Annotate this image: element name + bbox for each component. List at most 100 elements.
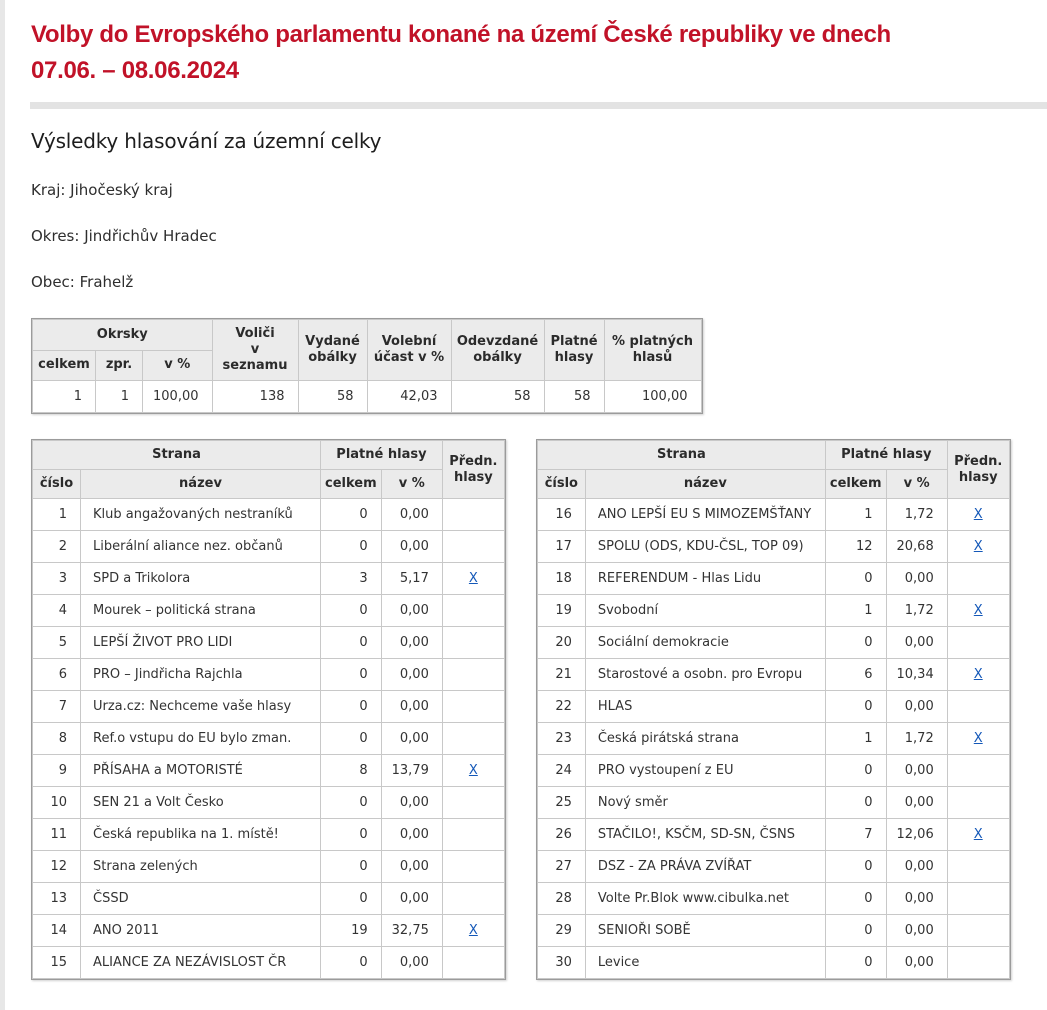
party-votes-cell: 0 xyxy=(320,818,382,851)
section-heading: Výsledky hlasování za územní celky xyxy=(31,129,382,153)
party-name-cell: REFERENDUM - Hlas Lidu xyxy=(584,562,826,595)
party-header-row-2: číslo název celkem v % xyxy=(32,469,505,499)
party-pct-cell: 0,00 xyxy=(885,914,948,947)
municipality-line: Obec: Frahelž xyxy=(31,273,134,291)
party-number-cell: 26 xyxy=(536,818,586,851)
party-pref-cell: X xyxy=(946,658,1010,691)
party-pct-cell: 12,06 xyxy=(885,818,948,851)
region-line: Kraj: Jihočeský kraj xyxy=(31,181,173,199)
party-pct-cell: 0,00 xyxy=(885,690,948,723)
party-header-row-2: číslo název celkem v % xyxy=(536,469,1009,499)
party-votes-cell: 0 xyxy=(824,786,887,819)
party-pct-cell: 1,72 xyxy=(885,722,948,755)
party-row: 27 DSZ - ZA PRÁVA ZVÍŘAT 0 0,00 xyxy=(536,850,1010,883)
party-row: 16 ANO LEPŠÍ EU S MIMOZEMŠŤANY 1 1,72 X xyxy=(536,498,1010,531)
summary-data-row: 1 1 100,00 138 58 42,03 58 58 100,00 xyxy=(32,380,702,413)
party-row: 18 REFERENDUM - Hlas Lidu 0 0,00 xyxy=(536,562,1010,595)
party-votes-cell: 0 xyxy=(824,914,887,947)
party-number-cell: 21 xyxy=(536,658,586,691)
party-votes-cell: 0 xyxy=(320,690,382,723)
party-votes-cell: 7 xyxy=(824,818,887,851)
preferential-votes-link[interactable]: X xyxy=(973,539,983,554)
summary-header-row-1: Okrsky Voliči v seznamu Vydané obálky Vo… xyxy=(32,319,702,381)
party-votes-cell: 0 xyxy=(824,754,887,787)
summary-col-vydane-obalky: Vydané obálky xyxy=(297,319,368,381)
party-pref-cell: X xyxy=(441,754,505,787)
party-number-cell: 25 xyxy=(536,786,586,819)
volici-value: 138 xyxy=(211,380,299,413)
party-name-cell: PŘÍSAHA a MOTORISTÉ xyxy=(80,754,321,787)
preferential-votes-link[interactable]: X xyxy=(468,763,478,778)
party-votes-cell: 19 xyxy=(320,914,382,947)
party-number-cell: 14 xyxy=(32,914,81,947)
party-name-cell: ČSSD xyxy=(80,882,321,915)
party-row: 2 Liberální aliance nez. občanů 0 0,00 xyxy=(32,530,505,563)
party-col-celkem: celkem xyxy=(824,469,887,499)
preferential-votes-link[interactable]: X xyxy=(973,603,983,618)
party-votes-cell: 0 xyxy=(824,626,887,659)
party-pct-cell: 0,00 xyxy=(380,690,443,723)
summary-col-v-pct: v % xyxy=(142,349,213,381)
party-col-nazev: název xyxy=(80,469,321,499)
district-line: Okres: Jindřichův Hradec xyxy=(31,227,217,245)
party-name-cell: Ref.o vstupu do EU bylo zman. xyxy=(80,722,321,755)
party-number-cell: 5 xyxy=(32,626,81,659)
preferential-votes-link[interactable]: X xyxy=(973,731,983,746)
party-pref-cell xyxy=(441,722,505,755)
party-row: 11 Česká republika na 1. místě! 0 0,00 xyxy=(32,818,505,851)
summary-col-volici: Voliči v seznamu xyxy=(211,319,299,381)
party-number-cell: 16 xyxy=(536,498,586,531)
party-pref-cell xyxy=(441,882,505,915)
preferential-votes-link[interactable]: X xyxy=(973,827,983,842)
party-name-cell: ANO LEPŠÍ EU S MIMOZEMŠŤANY xyxy=(584,498,826,531)
party-pref-cell xyxy=(946,754,1010,787)
party-row: 4 Mourek – politická strana 0 0,00 xyxy=(32,594,505,627)
party-pct-cell: 0,00 xyxy=(380,594,443,627)
party-pct-cell: 0,00 xyxy=(380,850,443,883)
party-row: 25 Nový směr 0 0,00 xyxy=(536,786,1010,819)
party-name-cell: Liberální aliance nez. občanů xyxy=(80,530,321,563)
preferential-votes-link[interactable]: X xyxy=(973,667,983,682)
party-table-left: Strana Platné hlasy Předn. hlasy číslo n… xyxy=(32,440,505,979)
preferential-votes-link[interactable]: X xyxy=(973,507,983,522)
party-votes-cell: 0 xyxy=(824,850,887,883)
party-col-strana: Strana xyxy=(536,440,826,470)
party-row: 3 SPD a Trikolora 3 5,17 X xyxy=(32,562,505,595)
party-name-cell: STAČILO!, KSČM, SD-SN, ČSNS xyxy=(584,818,826,851)
page-left-edge xyxy=(0,0,5,1010)
party-votes-cell: 0 xyxy=(320,722,382,755)
party-pct-cell: 0,00 xyxy=(380,882,443,915)
party-pct-cell: 0,00 xyxy=(885,562,948,595)
party-col-celkem: celkem xyxy=(320,469,382,499)
party-pct-cell: 0,00 xyxy=(380,498,443,531)
party-name-cell: ALIANCE ZA NEZÁVISLOST ČR xyxy=(80,946,321,979)
party-name-cell: ANO 2011 xyxy=(80,914,321,947)
party-number-cell: 3 xyxy=(32,562,81,595)
party-header-row-1: Strana Platné hlasy Předn. hlasy xyxy=(536,440,1010,499)
party-pref-cell: X xyxy=(946,530,1010,563)
party-row: 23 Česká pirátská strana 1 1,72 X xyxy=(536,722,1010,755)
party-pref-cell xyxy=(946,690,1010,723)
party-number-cell: 7 xyxy=(32,690,81,723)
party-pct-cell: 0,00 xyxy=(885,850,948,883)
party-pref-cell xyxy=(441,530,505,563)
party-row: 10 SEN 21 a Volt Česko 0 0,00 xyxy=(32,786,505,819)
preferential-votes-link[interactable]: X xyxy=(468,923,478,938)
party-name-cell: DSZ - ZA PRÁVA ZVÍŘAT xyxy=(584,850,826,883)
party-name-cell: SEN 21 a Volt Česko xyxy=(80,786,321,819)
party-votes-cell: 0 xyxy=(320,786,382,819)
party-name-cell: PRO – Jindřicha Rajchla xyxy=(80,658,321,691)
ucast-value: 42,03 xyxy=(366,380,452,413)
party-pct-cell: 5,17 xyxy=(380,562,443,595)
party-votes-cell: 0 xyxy=(320,498,382,531)
pct-platnych-value: 100,00 xyxy=(603,380,702,413)
platne-hlasy-value: 58 xyxy=(543,380,605,413)
party-pref-cell xyxy=(946,850,1010,883)
party-name-cell: Sociální demokracie xyxy=(584,626,826,659)
party-row: 22 HLAS 0 0,00 xyxy=(536,690,1010,723)
party-pct-cell: 0,00 xyxy=(885,786,948,819)
preferential-votes-link[interactable]: X xyxy=(468,571,478,586)
party-pref-cell xyxy=(441,690,505,723)
party-row: 24 PRO vystoupení z EU 0 0,00 xyxy=(536,754,1010,787)
party-col-predn-hlasy: Předn. hlasy xyxy=(441,440,505,499)
